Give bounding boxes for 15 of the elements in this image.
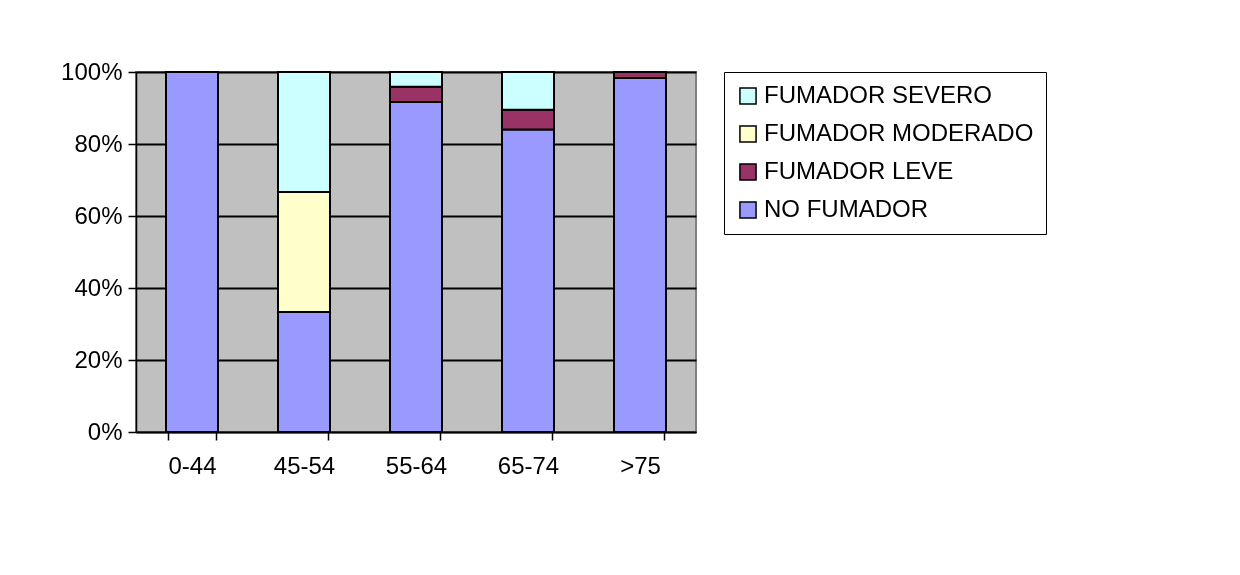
- y-tick-label: 100%: [61, 57, 123, 85]
- legend-label: FUMADOR SEVERO: [764, 81, 993, 108]
- x-tick-label: 0-44: [168, 451, 217, 479]
- y-tick-label: 40%: [74, 273, 123, 301]
- legend-label: FUMADOR LEVE: [764, 157, 954, 184]
- y-tick-label: 80%: [74, 129, 123, 157]
- y-tick-label: 20%: [74, 345, 123, 373]
- legend-label: NO FUMADOR: [764, 195, 928, 222]
- x-tick-label: 65-74: [497, 451, 560, 479]
- x-tick-label: 45-54: [273, 451, 336, 479]
- legend-label: FUMADOR MODERADO: [764, 119, 1034, 146]
- x-tick-label: >75: [620, 451, 661, 479]
- y-tick-label: 60%: [74, 201, 123, 229]
- x-tick-label: 55-64: [385, 451, 448, 479]
- y-tick-label: 0%: [87, 417, 123, 445]
